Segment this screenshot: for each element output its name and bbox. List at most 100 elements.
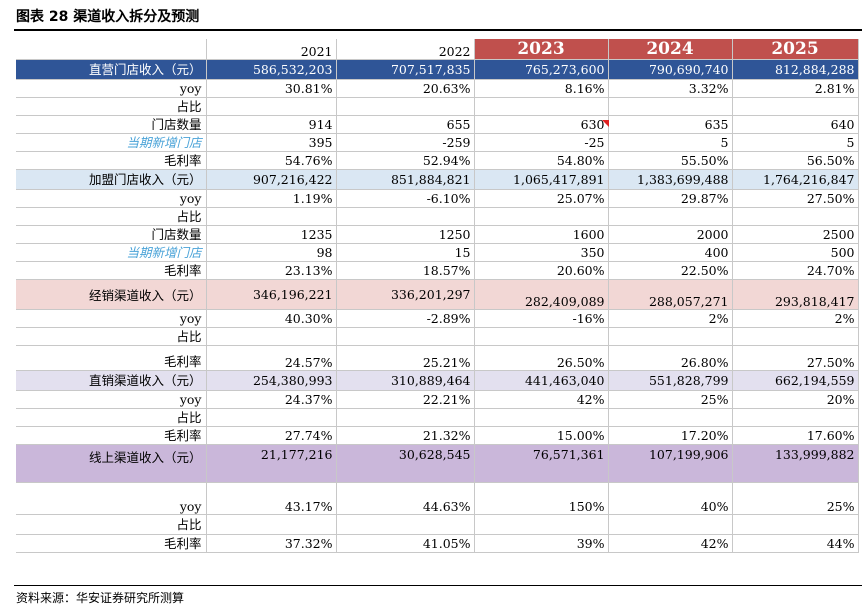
cell: 44.63%: [336, 482, 475, 515]
row-label: 线上渠道收入（元）: [16, 444, 207, 483]
cell: 15: [336, 243, 475, 262]
row-label: 直销渠道收入（元）: [16, 370, 207, 391]
cell: [206, 97, 337, 116]
cell: [336, 514, 475, 535]
year-header-row: 2021 2022 2023 2024 2025: [16, 39, 859, 60]
cell: 20.63%: [336, 79, 475, 98]
table-row: 当期新增门店 98 15 350 400 500: [16, 243, 859, 262]
row-label: 毛利率: [16, 151, 207, 170]
row-label: 门店数量: [16, 225, 207, 244]
cell: [608, 207, 733, 226]
cell: 662,194,559: [732, 370, 859, 391]
cell: 1235: [206, 225, 337, 244]
row-label: yoy: [16, 79, 207, 98]
table-row: 毛利率 23.13% 18.57% 20.60% 22.50% 24.70%: [16, 261, 859, 280]
cell: 2500: [732, 225, 859, 244]
row-label: yoy: [16, 482, 207, 515]
cell: 76,571,361: [474, 444, 609, 483]
cell: [732, 97, 859, 116]
table-row: 占比: [16, 408, 859, 427]
cell: 5: [732, 133, 859, 152]
table-row: 毛利率 27.74% 21.32% 15.00% 17.20% 17.60%: [16, 426, 859, 445]
header-blank: [16, 39, 207, 60]
cell: 20%: [732, 390, 859, 409]
table-row: 当期新增门店 395 -259 -25 5 5: [16, 133, 859, 152]
cell: -2.89%: [336, 309, 475, 328]
table-row: 毛利率 54.76% 52.94% 54.80% 55.50% 56.50%: [16, 151, 859, 170]
cell: 21,177,216: [206, 444, 337, 483]
cell: 17.20%: [608, 426, 733, 445]
cell: 54.80%: [474, 151, 609, 170]
cell: 346,196,221: [206, 279, 337, 310]
row-label: yoy: [16, 189, 207, 208]
cell: 1,065,417,891: [474, 169, 609, 190]
row-label: 当期新增门店: [16, 243, 207, 262]
cell: 42%: [608, 534, 733, 553]
row-label: yoy: [16, 309, 207, 328]
cell: 26.80%: [608, 345, 733, 371]
cell: 56.50%: [732, 151, 859, 170]
cell: 40.30%: [206, 309, 337, 328]
cell: 586,532,203: [206, 59, 337, 80]
cell: 23.13%: [206, 261, 337, 280]
cell: 2%: [608, 309, 733, 328]
cell: 20.60%: [474, 261, 609, 280]
cell: 5: [608, 133, 733, 152]
comment-marker-icon: [602, 120, 609, 127]
cell: 55.50%: [608, 151, 733, 170]
row-label: yoy: [16, 390, 207, 409]
cell: 907,216,422: [206, 169, 337, 190]
cell: -25: [474, 133, 609, 152]
cell: 2000: [608, 225, 733, 244]
table-row: 毛利率 24.57% 25.21% 26.50% 26.80% 27.50%: [16, 345, 859, 371]
title-rule: [14, 29, 862, 31]
cell: 27.74%: [206, 426, 337, 445]
cell: 3.32%: [608, 79, 733, 98]
table-row: yoy 40.30% -2.89% -16% 2% 2%: [16, 309, 859, 328]
cell: 655: [336, 115, 475, 134]
table-row: 占比: [16, 514, 859, 535]
cell: [608, 514, 733, 535]
cell: 25.21%: [336, 345, 475, 371]
cell: [474, 207, 609, 226]
cell: 8.16%: [474, 79, 609, 98]
online-channel-revenue-row: 线上渠道收入（元） 21,177,216 30,628,545 76,571,3…: [16, 444, 859, 483]
table-row: yoy 43.17% 44.63% 150% 40% 25%: [16, 482, 859, 515]
cell: 24.70%: [732, 261, 859, 280]
cell: -6.10%: [336, 189, 475, 208]
cell: [732, 514, 859, 535]
cell: 15.00%: [474, 426, 609, 445]
table-row: yoy 1.19% -6.10% 25.07% 29.87% 27.50%: [16, 189, 859, 208]
year-2022: 2022: [336, 39, 475, 60]
cell: 150%: [474, 482, 609, 515]
cell: [732, 207, 859, 226]
row-label: 门店数量: [16, 115, 207, 134]
cell: 441,463,040: [474, 370, 609, 391]
row-label: 占比: [16, 408, 207, 427]
cell: 640: [732, 115, 859, 134]
cell: 25%: [732, 482, 859, 515]
cell: 551,828,799: [608, 370, 733, 391]
cell: 1250: [336, 225, 475, 244]
table-row: 占比: [16, 207, 859, 226]
cell: 2.81%: [732, 79, 859, 98]
cell: [608, 97, 733, 116]
cell: [206, 207, 337, 226]
row-label: 当期新增门店: [16, 133, 207, 152]
cell: 1,764,216,847: [732, 169, 859, 190]
cell: 350: [474, 243, 609, 262]
cell: 500: [732, 243, 859, 262]
cell: 133,999,882: [732, 444, 859, 483]
cell: 851,884,821: [336, 169, 475, 190]
cell: 812,884,288: [732, 59, 859, 80]
cell: 24.57%: [206, 345, 337, 371]
row-label: 占比: [16, 207, 207, 226]
figure-title: 图表 28 渠道收入拆分及预测: [16, 9, 200, 25]
direct-store-revenue-row: 直营门店收入（元） 586,532,203 707,517,835 765,27…: [16, 59, 859, 80]
cell: [336, 97, 475, 116]
cell: [336, 327, 475, 346]
cell: 1.19%: [206, 189, 337, 208]
cell: 25%: [608, 390, 733, 409]
cell: 27.50%: [732, 189, 859, 208]
cell: 765,273,600: [474, 59, 609, 80]
